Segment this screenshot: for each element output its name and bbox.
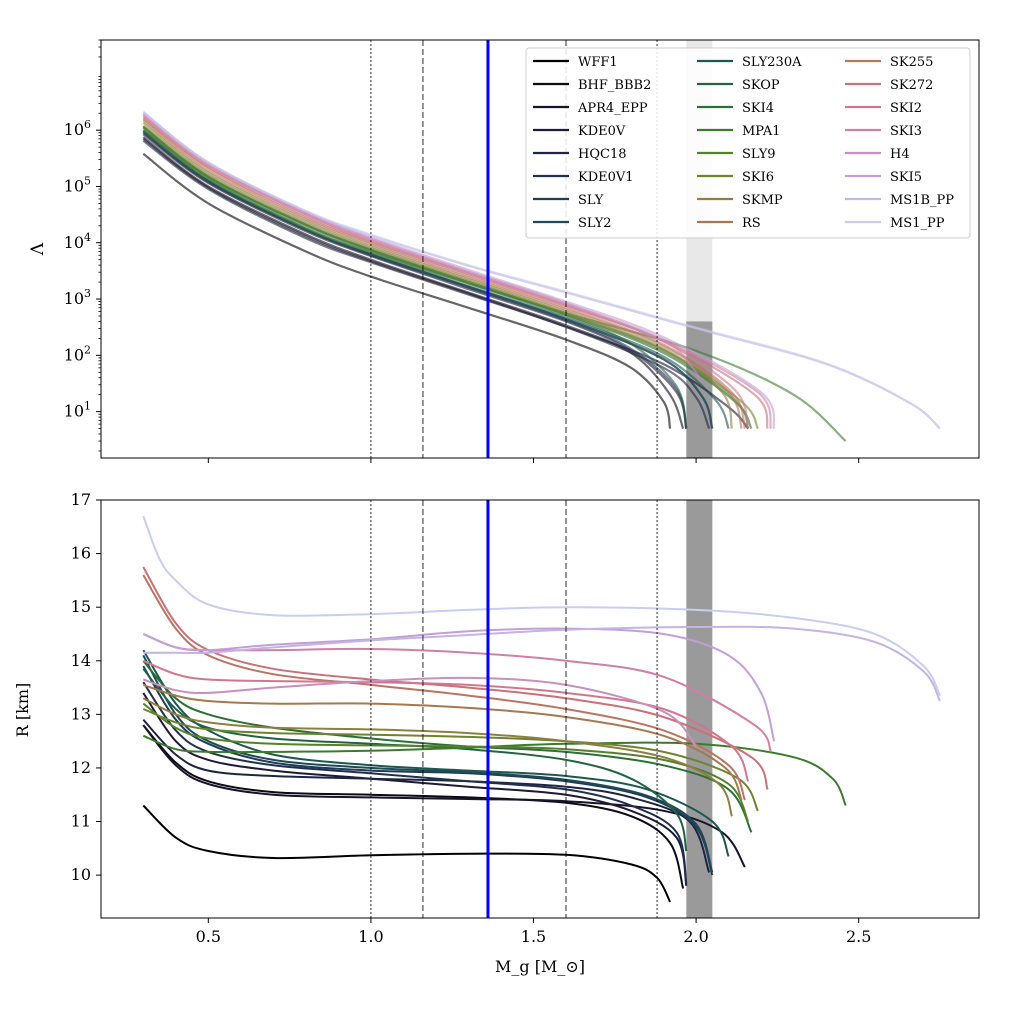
bottom-band-layer (686, 500, 713, 918)
legend-label-hqc18: HQC18 (578, 147, 626, 162)
bottom-y-tick-label: 11 (71, 812, 91, 831)
legend-label-h4: H4 (890, 147, 910, 162)
legend-label-ski4: SKI4 (742, 101, 774, 116)
top-curve-layer (142, 111, 941, 442)
bottom-curve-ms1-pp (142, 515, 941, 697)
bottom-curve-layer (142, 515, 941, 903)
tick-exponent: 3 (84, 287, 91, 300)
bottom-curve-kde0v1 (142, 681, 688, 884)
bottom-curve-rs (142, 683, 743, 801)
top-curve-rs (142, 119, 743, 429)
bottom-x-tick-label: 0.5 (196, 927, 221, 946)
bottom-curve-ski5 (142, 627, 776, 742)
top-curve-mpa1 (142, 129, 847, 442)
bottom-curve-kde0v (142, 692, 688, 886)
legend-label-ms1-pp: MS1_PP (890, 216, 945, 231)
bottom-curve-skop (142, 668, 688, 852)
legend-label-bhf-bbb2: BHF_BBB2 (578, 78, 651, 93)
bottom-panel: 10 11 12 13 14 15 16 17 0.5 1.0 1.5 2.0 2.5 R [km] M… (13, 490, 980, 976)
top-y-tick-label: 104 (64, 231, 91, 252)
legend-label-ms1b-pp: MS1B_PP (890, 193, 954, 208)
bottom-mass-band (686, 500, 713, 918)
legend-label-sk272: SK272 (890, 78, 933, 93)
tick-base: 10 (64, 289, 84, 308)
legend-label-rs: RS (742, 216, 761, 231)
legend-label-mpa1: MPA1 (742, 124, 781, 139)
top-y-tick-label: 102 (64, 343, 91, 364)
tick-base: 10 (64, 120, 84, 139)
legend-label-sly2: SLY2 (578, 216, 612, 231)
legend-label-kde0v: KDE0V (578, 124, 626, 139)
legend-label-sly9: SLY9 (742, 147, 776, 162)
top-curve-ms1-pp (142, 111, 941, 430)
bottom-y-tick-label: 13 (71, 704, 91, 723)
bottom-x-tick-label: 1.5 (521, 927, 546, 946)
legend-label-ski3: SKI3 (890, 124, 922, 139)
bottom-curve-bhf-bbb2 (142, 724, 685, 889)
legend-label-kde0v1: KDE0V1 (578, 170, 634, 185)
bottom-x-tick-label: 2.0 (683, 927, 708, 946)
tick-base: 10 (64, 233, 84, 252)
bottom-y-tick-label: 17 (71, 490, 91, 509)
tick-exponent: 4 (84, 231, 91, 244)
bottom-curve-sly (142, 665, 714, 876)
bottom-x-tick-label: 2.5 (846, 927, 871, 946)
legend: WFF1 BHF_BBB2 APR4_EPP KDE0V HQC18 KDE0V1 SLY S… (525, 47, 971, 239)
legend-label-sk255: SK255 (890, 55, 933, 70)
bottom-curve-hqc18 (142, 719, 711, 873)
tick-base: 10 (64, 176, 84, 195)
legend-label-sly: SLY (578, 193, 604, 208)
bottom-y-tick-label: 10 (71, 865, 91, 884)
legend-frame (525, 47, 971, 239)
legend-label-sly230a: SLY230A (742, 55, 802, 70)
top-y-axis-label: Λ (28, 242, 48, 256)
top-y-tick-label: 101 (64, 400, 91, 421)
legend-label-skmp: SKMP (742, 193, 783, 208)
bottom-y-axis-label: R [km] (13, 683, 32, 737)
bottom-axis-ticks: 10 11 12 13 14 15 16 17 0.5 1.0 1.5 2.0 2.5 (71, 490, 872, 946)
bottom-curve-ski6 (142, 708, 759, 812)
top-curve-sk255 (142, 117, 746, 429)
top-axes-frame (100, 39, 980, 459)
bottom-y-tick-label: 14 (71, 651, 91, 670)
bottom-curve-sly2 (142, 654, 714, 873)
tick-exponent: 5 (84, 174, 91, 187)
bottom-y-tick-label: 15 (71, 597, 91, 616)
tick-exponent: 1 (84, 400, 91, 413)
bottom-curve-ski4 (142, 660, 753, 833)
bottom-axes-frame (100, 499, 980, 919)
tick-base: 10 (64, 345, 84, 364)
top-curve-hqc18 (142, 139, 711, 430)
legend-label-skop: SKOP (742, 78, 780, 93)
tick-base: 10 (64, 402, 84, 421)
top-y-tick-label: 105 (64, 174, 91, 195)
top-y-tick-label: 103 (64, 287, 91, 308)
legend-label-ski2: SKI2 (890, 101, 922, 116)
legend-label-apr4-epp: APR4_EPP (577, 101, 648, 116)
bottom-curve-skmp (142, 697, 733, 817)
legend-label-ski6: SKI6 (742, 170, 774, 185)
bottom-curve-h4 (142, 676, 697, 748)
top-y-tick-label: 106 (64, 118, 91, 139)
legend-label-wff1: WFF1 (578, 55, 618, 70)
bottom-y-tick-label: 12 (71, 758, 91, 777)
bottom-curve-wff1 (142, 804, 671, 903)
bottom-y-tick-label: 16 (71, 544, 91, 563)
tick-exponent: 2 (84, 343, 91, 356)
bottom-curve-ms1b-pp (143, 625, 941, 702)
top-curve-wff1 (142, 152, 672, 429)
top-curve-skmp (142, 121, 733, 429)
bottom-x-axis-label: M_g [M_⊙] (495, 957, 585, 976)
bottom-curve-ski2 (142, 659, 750, 782)
bottom-reference-lines (370, 500, 658, 918)
tick-exponent: 6 (84, 118, 91, 131)
legend-label-ski5: SKI5 (890, 170, 922, 185)
bottom-x-tick-label: 1.0 (358, 927, 383, 946)
